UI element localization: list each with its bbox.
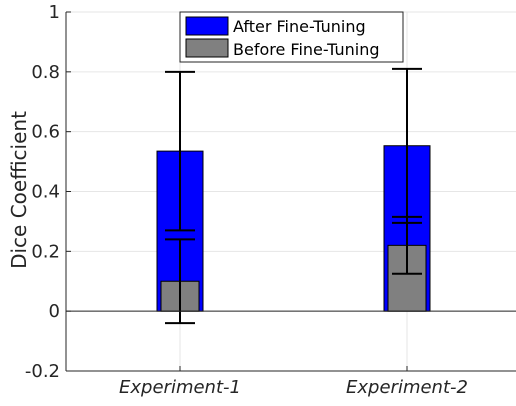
legend: After Fine-Tuning Before Fine-Tuning [179, 11, 404, 63]
y-tick-label: -0.2 [25, 361, 60, 382]
y-tick-label: 0.2 [31, 241, 60, 262]
axes [65, 11, 516, 372]
legend-label-after-fine-tuning: After Fine-Tuning [233, 17, 366, 36]
legend-swatch-before-fine-tuning [185, 38, 229, 58]
y-tick-label: 0.4 [31, 182, 60, 203]
error-bars [165, 67, 422, 325]
x-tick-label: Experiment-2 [346, 377, 468, 398]
grid-lines [66, 11, 516, 372]
y-axis-label: Dice Coefficient [7, 111, 31, 269]
y-tick-label: 0.8 [31, 62, 60, 83]
bars [156, 145, 431, 312]
y-tick-label: 0 [49, 301, 60, 322]
y-tick-labels: -0.2 0 0.2 0.4 0.6 0.8 1 [25, 2, 60, 382]
legend-label-before-fine-tuning: Before Fine-Tuning [233, 40, 380, 59]
y-tick-label: 0.6 [31, 122, 60, 143]
x-tick-labels: Experiment-1 Experiment-2 [119, 377, 468, 398]
y-tick-label: 1 [49, 2, 60, 23]
legend-swatch-after-fine-tuning [185, 16, 229, 36]
x-tick-label: Experiment-1 [119, 377, 241, 398]
